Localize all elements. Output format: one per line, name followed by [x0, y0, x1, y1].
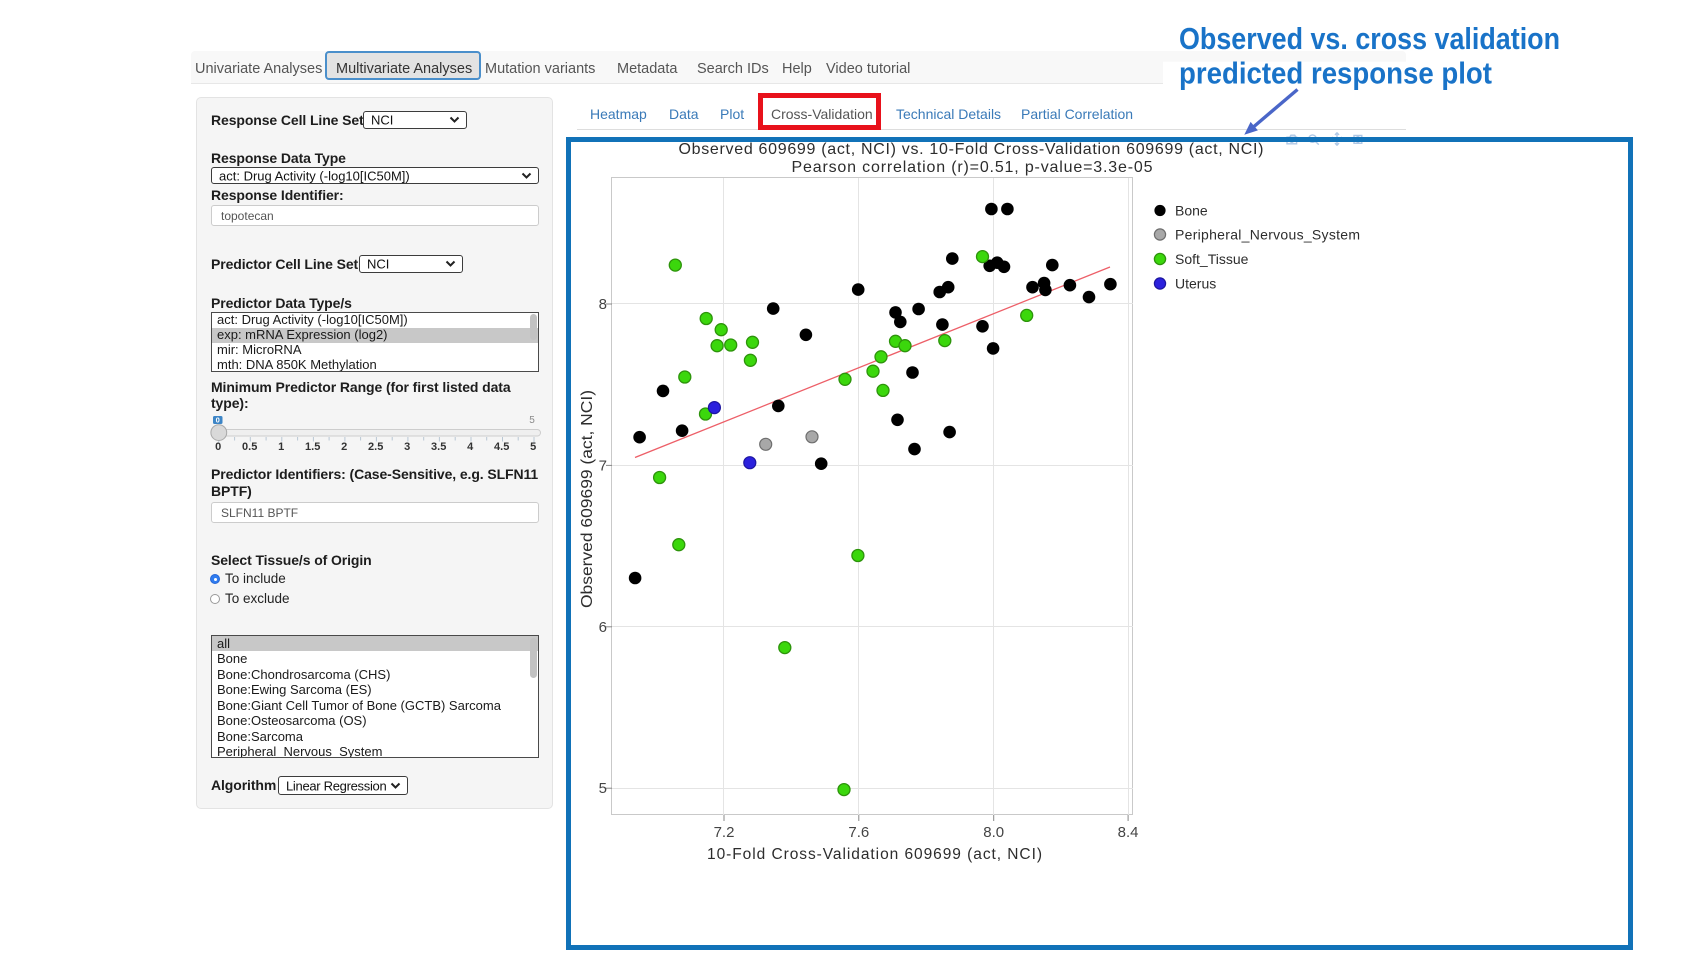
svg-text:5: 5	[529, 415, 535, 426]
svg-text:3.5: 3.5	[431, 441, 446, 453]
svg-text:Observed 609699 (act, NCI) vs.: Observed 609699 (act, NCI) vs. 10-Fold C…	[679, 141, 1264, 158]
svg-text:2: 2	[341, 441, 347, 453]
svg-text:10-Fold Cross-Validation 60969: 10-Fold Cross-Validation 609699 (act, NC…	[707, 846, 1042, 863]
svg-text:3: 3	[404, 441, 410, 453]
svg-text:7.6: 7.6	[848, 824, 869, 841]
svg-text:6: 6	[599, 619, 607, 636]
svg-text:Bone: Bone	[1175, 203, 1208, 219]
svg-text:Pearson correlation (r)=0.51,: Pearson correlation (r)=0.51, p-value=3.…	[792, 159, 1153, 176]
svg-text:1: 1	[278, 441, 284, 453]
svg-text:predicted response plot: predicted response plot	[1179, 55, 1492, 90]
svg-text:8.4: 8.4	[1118, 824, 1139, 841]
svg-text:5: 5	[530, 441, 536, 453]
svg-text:Observed 609699 (act, NCI): Observed 609699 (act, NCI)	[579, 390, 596, 608]
svg-text:5: 5	[599, 780, 607, 797]
svg-text:8.0: 8.0	[983, 824, 1004, 841]
svg-text:0: 0	[215, 441, 221, 453]
svg-text:1.5: 1.5	[305, 441, 320, 453]
svg-text:8: 8	[599, 296, 607, 313]
svg-text:Observed vs. cross validation: Observed vs. cross validation	[1179, 21, 1560, 56]
svg-text:0.5: 0.5	[242, 441, 257, 453]
svg-text:Peripheral_Nervous_System: Peripheral_Nervous_System	[1175, 227, 1360, 243]
svg-text:2.5: 2.5	[368, 441, 383, 453]
svg-text:Uterus: Uterus	[1175, 276, 1216, 292]
svg-text:7: 7	[599, 457, 607, 474]
svg-text:7.2: 7.2	[714, 824, 735, 841]
svg-text:4: 4	[467, 441, 474, 453]
svg-text:4.5: 4.5	[494, 441, 509, 453]
svg-text:0: 0	[216, 416, 220, 425]
svg-text:Soft_Tissue: Soft_Tissue	[1175, 251, 1249, 267]
